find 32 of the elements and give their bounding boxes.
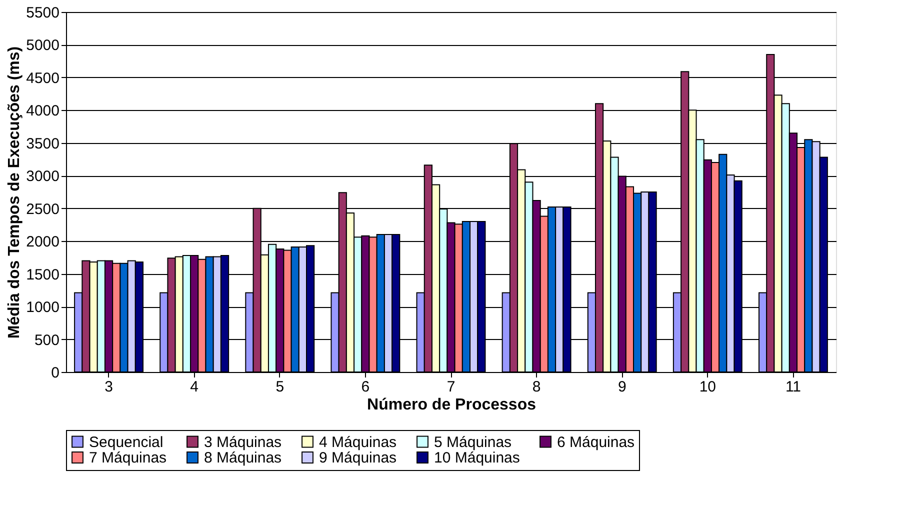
y-tick-label: 500 [34, 332, 60, 349]
legend-label: 4 Máquinas [319, 434, 397, 451]
legend-label: 10 Máquinas [434, 450, 520, 466]
x-axis-title: Número de Processos [367, 396, 536, 414]
y-tick-label: 1500 [26, 266, 60, 284]
y-tick-label: 1000 [26, 299, 60, 316]
y-tick-label: 3500 [26, 135, 60, 152]
x-tick-label: 8 [532, 378, 541, 396]
legend-label: 7 Máquinas [89, 450, 167, 466]
x-tick-label: 3 [104, 378, 113, 396]
y-tick-label: 3000 [26, 168, 60, 186]
legend-label: Sequencial [89, 434, 164, 451]
y-tick-label: 5000 [26, 37, 60, 54]
y-tick-label: 4000 [26, 102, 60, 120]
x-tick-label: 9 [618, 378, 626, 396]
legend-label: 6 Máquinas [557, 434, 635, 451]
y-tick-label: 0 [51, 364, 60, 382]
y-axis-title: Média dos Tempos de Execuções (ms) [6, 46, 24, 339]
legend-label: 3 Máquinas [204, 434, 282, 451]
y-tick-label: 2500 [26, 200, 60, 218]
x-tick-label: 10 [699, 378, 716, 396]
y-tick-label: 4500 [26, 70, 60, 87]
x-tick-label: 7 [446, 378, 456, 396]
x-tick-label: 4 [190, 378, 199, 396]
x-tick-label: 5 [276, 378, 284, 396]
y-tick-label: 2000 [26, 234, 60, 251]
legend-label: 8 Máquinas [204, 450, 282, 466]
x-tick-label: 6 [361, 378, 370, 396]
y-tick-label: 5500 [26, 4, 60, 22]
legend-label: 9 Máquinas [319, 450, 397, 466]
legend-label: 5 Máquinas [434, 434, 512, 451]
x-tick-label: 11 [785, 378, 802, 396]
